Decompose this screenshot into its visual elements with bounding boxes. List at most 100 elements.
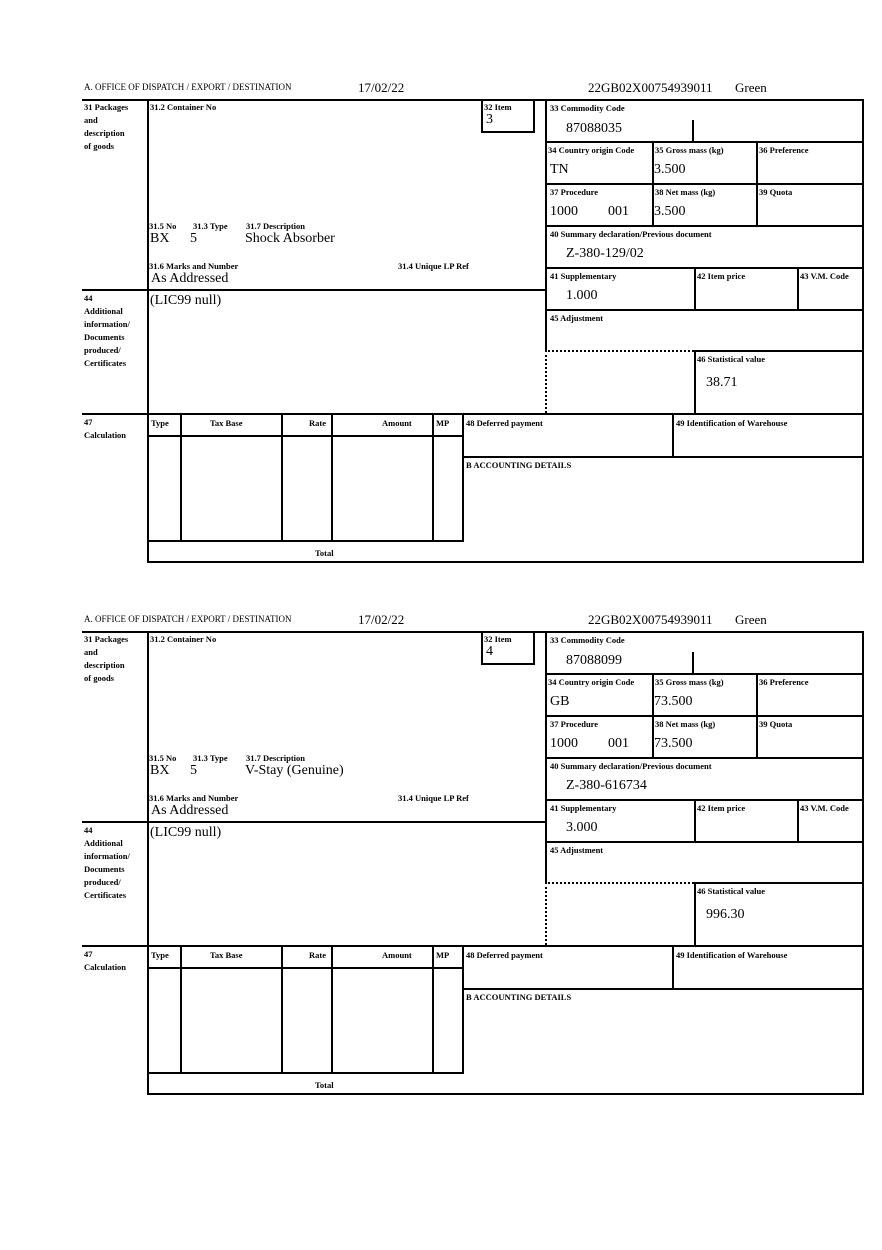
statistical-value-label: 46 Statistical value — [697, 354, 765, 364]
country-value: GB — [550, 694, 570, 709]
form-rule — [694, 350, 864, 352]
form-rule — [545, 183, 864, 185]
calc-column-header: Tax Base — [210, 950, 243, 960]
form-rule — [82, 99, 864, 101]
commodity-value: 87088035 — [566, 121, 622, 136]
additional-info-label: Certificates — [84, 890, 127, 900]
packages-label: 31 Packages — [84, 634, 129, 644]
item-value: 3 — [486, 112, 493, 127]
date-value: 17/02/22 — [358, 80, 405, 95]
warehouse-label: 49 Identification of Warehouse — [676, 418, 788, 428]
form-rule — [545, 673, 864, 675]
preference-label: 36 Preference — [759, 677, 809, 687]
unique-ref-label: 31.4 Unique LP Ref — [398, 261, 469, 271]
supplementary-label: 41 Supplementary — [550, 271, 617, 281]
item-label: 32 Item — [484, 634, 512, 644]
form-rule — [147, 561, 864, 563]
form-rule — [462, 413, 464, 542]
additional-info-label: Documents — [84, 332, 125, 342]
procedure-value: 1000 — [550, 204, 578, 219]
vm-code-label: 43 V.M. Code — [800, 803, 849, 813]
form-rule — [432, 413, 434, 542]
form-rule — [82, 631, 864, 633]
summary-value: Z-380-129/02 — [566, 246, 644, 261]
form-rule — [545, 841, 864, 843]
supplementary-label: 41 Supplementary — [550, 803, 617, 813]
calculation-label: 47 — [84, 417, 93, 427]
date-value: 17/02/22 — [358, 612, 405, 627]
country-value: TN — [550, 162, 569, 177]
no-label: 31.5 No — [149, 221, 177, 231]
form-rule — [180, 945, 182, 1074]
calculation-label: Calculation — [84, 962, 127, 972]
procedure-value: 1000 — [550, 736, 578, 751]
supplementary-value: 3.000 — [566, 820, 598, 835]
country-label: 34 Country origin Code — [548, 677, 635, 687]
form-rule — [797, 799, 799, 843]
form-rule — [481, 99, 483, 133]
net-label: 38 Net mass (kg) — [655, 187, 716, 197]
type-label: 31.3 Type — [193, 753, 228, 763]
additional-info-value: (LIC99 null) — [150, 293, 222, 308]
calculation-label: Calculation — [84, 430, 127, 440]
calc-column-header: Rate — [309, 950, 326, 960]
statistical-value: 38.71 — [706, 375, 738, 390]
calc-column-header: MP — [436, 950, 450, 960]
form-rule — [147, 435, 464, 437]
summary-label: 40 Summary declaration/Previous document — [550, 229, 712, 239]
packages-label: of goods — [84, 141, 114, 151]
net-value: 3.500 — [654, 204, 686, 219]
form-rule — [533, 99, 535, 133]
deferred-payment-label: 48 Deferred payment — [466, 950, 543, 960]
marks-label: 31.6 Marks and Number — [149, 261, 239, 271]
summary-value: Z-380-616734 — [566, 778, 647, 793]
form-rule — [545, 309, 864, 311]
form-rule — [672, 413, 674, 458]
form-rule — [694, 350, 696, 415]
form-rule — [862, 631, 864, 1095]
dotted-rule — [545, 350, 547, 413]
form-rule — [147, 540, 464, 542]
additional-info-label: 44 — [84, 825, 93, 835]
form-rule — [545, 141, 864, 143]
quota-label: 39 Quota — [759, 187, 793, 197]
declaration-item-block: A. OFFICE OF DISPATCH / EXPORT / DESTINA… — [0, 80, 882, 580]
declaration-item-block: A. OFFICE OF DISPATCH / EXPORT / DESTINA… — [0, 612, 882, 1112]
description-value: V-Stay (Genuine) — [245, 763, 344, 778]
route-value: Green — [735, 612, 767, 627]
adjustment-label: 45 Adjustment — [550, 313, 604, 323]
form-rule — [82, 945, 864, 947]
gross-label: 35 Gross mass (kg) — [655, 677, 724, 687]
form-rule — [862, 99, 864, 563]
form-rule — [180, 413, 182, 542]
additional-info-label: Additional — [84, 306, 123, 316]
item-label: 32 Item — [484, 102, 512, 112]
item-price-label: 42 Item price — [697, 803, 746, 813]
procedure-label: 37 Procedure — [550, 187, 599, 197]
form-rule — [481, 631, 483, 665]
office-label: A. OFFICE OF DISPATCH / EXPORT / DESTINA… — [84, 614, 292, 624]
no-value: BX — [150, 231, 170, 246]
calc-column-header: Amount — [382, 418, 412, 428]
form-rule — [545, 799, 864, 801]
procedure-additional-value: 001 — [608, 204, 629, 219]
form-rule — [481, 131, 535, 133]
commodity-label: 33 Commodity Code — [550, 635, 625, 645]
form-rule — [82, 289, 547, 291]
form-rule — [694, 882, 864, 884]
total-label: Total — [315, 1080, 334, 1090]
route-value: Green — [735, 80, 767, 95]
marks-label: 31.6 Marks and Number — [149, 793, 239, 803]
calc-column-header: MP — [436, 418, 450, 428]
form-rule — [694, 267, 696, 311]
form-rule — [692, 652, 694, 675]
additional-info-label: Additional — [84, 838, 123, 848]
form-rule — [694, 799, 696, 843]
packages-label: 31 Packages — [84, 102, 129, 112]
form-rule — [331, 413, 333, 542]
description-label: 31.7 Description — [246, 221, 306, 231]
type-label: 31.3 Type — [193, 221, 228, 231]
accounting-details-label: B ACCOUNTING DETAILS — [466, 992, 572, 1002]
form-rule — [462, 456, 864, 458]
statistical-value: 996.30 — [706, 907, 745, 922]
